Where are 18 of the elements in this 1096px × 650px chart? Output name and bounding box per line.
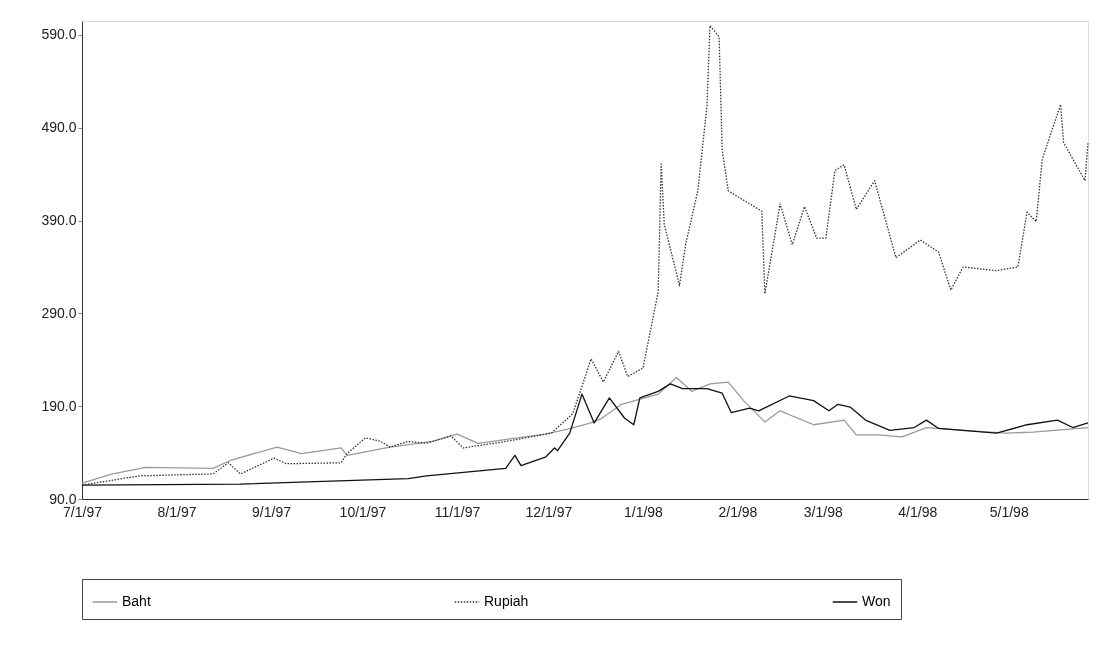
x-tick-label: 9/1/97 (252, 503, 292, 520)
x-tick-label: 8/1/97 (157, 503, 197, 520)
x-tick-label: 4/1/98 (898, 503, 938, 520)
x-tick-label: 2/1/98 (718, 503, 758, 520)
x-tick-label: 10/1/97 (339, 503, 387, 520)
y-tick-label: 290.0 (41, 304, 77, 321)
y-tick-label: 390.0 (41, 212, 77, 229)
y-tick-label: 490.0 (41, 119, 77, 136)
x-tick-label: 1/1/98 (623, 503, 664, 520)
y-tick-label: 190.0 (41, 397, 77, 414)
legend-label: Baht (122, 593, 151, 609)
legend-label: Rupiah (484, 593, 529, 609)
legend-label: Won (862, 593, 891, 609)
x-tick-label: 5/1/98 (989, 503, 1029, 520)
x-tick-label: 12/1/97 (525, 503, 573, 520)
x-tick-label: 3/1/98 (803, 503, 843, 520)
x-tick-label: 11/1/97 (434, 503, 481, 520)
y-tick-label: 590.0 (41, 26, 77, 43)
